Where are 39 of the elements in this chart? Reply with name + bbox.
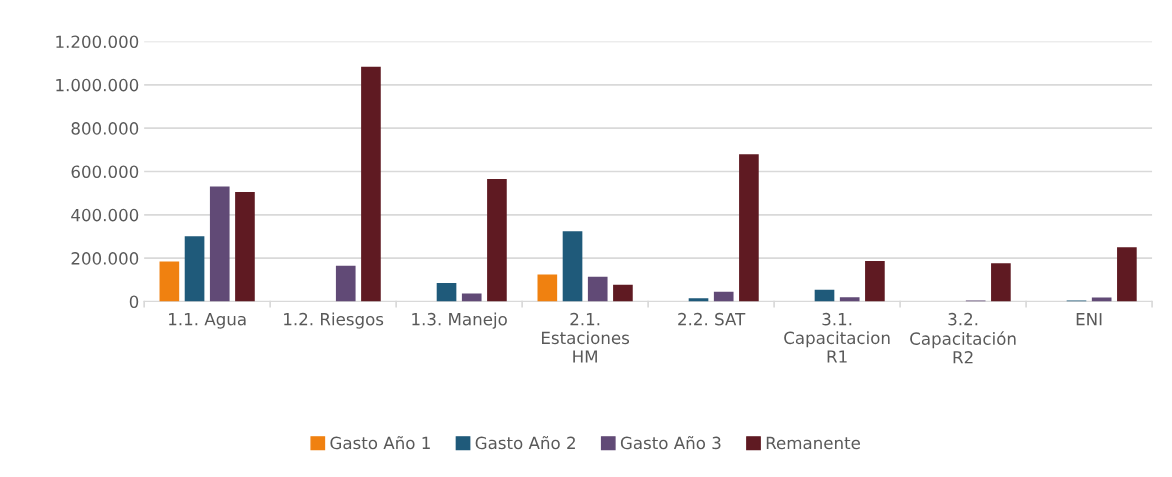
x-tick-label: 1.3. Manejo xyxy=(412,312,507,329)
bar xyxy=(865,260,885,302)
bar xyxy=(537,274,558,302)
legend-label: Gasto Año 1 xyxy=(330,436,430,450)
x-tick-label: 2.1. Estaciones HM xyxy=(542,312,630,363)
bar xyxy=(487,179,507,302)
bar xyxy=(235,192,255,302)
x-tick-label: ENI xyxy=(1076,313,1102,326)
bar xyxy=(814,289,835,302)
bar xyxy=(159,261,180,302)
bar xyxy=(361,66,381,302)
legend-label: Remanente xyxy=(766,436,860,450)
y-tick-label: 0 xyxy=(129,295,139,309)
y-tick-label: 800.000 xyxy=(71,122,139,135)
y-tick-label: 1.000.000 xyxy=(56,78,139,92)
bar xyxy=(562,231,583,302)
x-tick-label: 3.2. Capacitación R2 xyxy=(910,312,1016,364)
legend-label: Gasto Año 2 xyxy=(475,436,575,450)
x-tick-label: 1.2. Riesgos xyxy=(284,312,384,329)
x-tick-label: 2.2. SAT xyxy=(678,312,746,326)
x-tick-label: 1.1. Agua xyxy=(169,313,246,329)
bar xyxy=(436,283,457,302)
y-tick-label: 600.000 xyxy=(71,165,139,179)
bar xyxy=(587,276,608,302)
x-tick-label: 3.1. Capacitacion R1 xyxy=(784,312,890,363)
bar xyxy=(739,154,759,302)
y-tick-label: 1.200.000 xyxy=(56,35,139,49)
bar xyxy=(209,186,230,302)
bar xyxy=(713,291,734,302)
bar xyxy=(335,265,356,302)
bar xyxy=(613,284,633,302)
y-tick-label: 400.000 xyxy=(71,208,139,222)
bar xyxy=(1117,247,1137,302)
bar xyxy=(839,297,860,302)
bar xyxy=(991,263,1011,302)
legend-label: Gasto Año 3 xyxy=(620,436,721,450)
bar xyxy=(184,236,205,302)
bar xyxy=(461,293,482,302)
y-tick-label: 200.000 xyxy=(71,252,139,265)
